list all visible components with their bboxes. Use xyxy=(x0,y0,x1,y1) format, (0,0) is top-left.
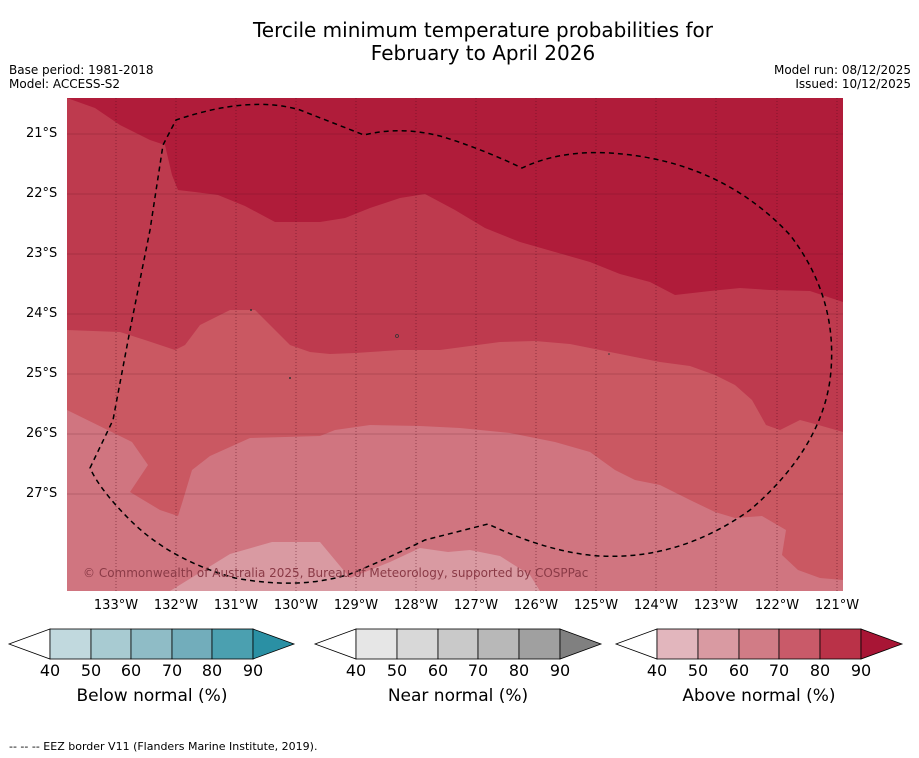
colorbar-below-tick: 90 xyxy=(242,661,264,680)
colorbar-above-tick: 80 xyxy=(809,661,831,680)
lat-label-27s: 27°S xyxy=(26,486,58,501)
colorbar-below-tick: 50 xyxy=(80,661,102,680)
lon-label-127w: 127°W xyxy=(453,598,499,613)
probability-contours xyxy=(67,98,843,591)
colorbar-above-tick: 70 xyxy=(768,661,790,680)
lon-label-129w: 129°W xyxy=(333,598,379,613)
lon-label-123w: 123°W xyxy=(693,598,739,613)
lon-label-122w: 122°W xyxy=(754,598,800,613)
colorbar-below-tick: 80 xyxy=(201,661,223,680)
colorbar-above-tick: 90 xyxy=(850,661,872,680)
model-name: Model: ACCESS-S2 xyxy=(9,77,121,91)
eez-border xyxy=(89,103,833,584)
meta-left: Base period: 1981-2018 Model: ACCESS-S2 xyxy=(9,63,154,91)
colorbar-below-tick: 40 xyxy=(39,661,61,680)
meta-right: Model run: 08/12/2025 Issued: 10/12/2025 xyxy=(774,63,911,91)
colorbar-below-tick: 70 xyxy=(161,661,183,680)
colorbar-near-tick: 70 xyxy=(467,661,489,680)
lon-label-126w: 126°W xyxy=(513,598,559,613)
graticule xyxy=(115,98,838,591)
model-run: Model run: 08/12/2025 xyxy=(773,63,911,77)
colorbar-below-tick: 60 xyxy=(120,661,142,680)
lon-label-133w: 133°W xyxy=(93,598,139,613)
lat-label-25s: 25°S xyxy=(26,366,58,381)
lon-label-132w: 132°W xyxy=(153,598,199,613)
lon-label-125w: 125°W xyxy=(573,598,619,613)
issued-date: Issued: 10/12/2025 xyxy=(795,77,911,91)
title-line-1: Tercile minimum temperature probabilitie… xyxy=(252,18,714,42)
colorbar-near-tick: 50 xyxy=(386,661,408,680)
colorbar-above-tick: 60 xyxy=(728,661,750,680)
eez-footnote: -- -- -- EEZ border V11 (Flanders Marine… xyxy=(9,740,318,753)
map-title: Tercile minimum temperature probabilitie… xyxy=(0,19,919,65)
lat-label-21s: 21°S xyxy=(26,126,58,141)
colorbar-near-tick: 80 xyxy=(508,661,530,680)
land-specks xyxy=(250,309,610,379)
title-line-2: February to April 2026 xyxy=(370,41,596,65)
lon-label-121w: 121°W xyxy=(814,598,860,613)
zone-above-90 xyxy=(67,98,843,302)
colorbar-near-title: Near normal (%) xyxy=(387,686,529,706)
colorbar-above-tick: 40 xyxy=(646,661,668,680)
colorbar-near-tick: 60 xyxy=(427,661,449,680)
lat-label-23s: 23°S xyxy=(26,246,58,261)
copyright-notice: © Commonwealth of Australia 2025, Bureau… xyxy=(83,566,589,580)
parallels xyxy=(67,133,843,495)
lon-label-124w: 124°W xyxy=(633,598,679,613)
base-period: Base period: 1981-2018 xyxy=(9,63,154,77)
lon-label-131w: 131°W xyxy=(213,598,259,613)
colorbar-near-tick: 90 xyxy=(549,661,571,680)
colorbar-below-title: Below normal (%) xyxy=(76,686,228,706)
lon-label-128w: 128°W xyxy=(393,598,439,613)
lat-label-22s: 22°S xyxy=(26,186,58,201)
lat-label-26s: 26°S xyxy=(26,426,58,441)
lat-label-24s: 24°S xyxy=(26,306,58,321)
lon-label-130w: 130°W xyxy=(273,598,319,613)
colorbar-above-title: Above normal (%) xyxy=(682,686,836,706)
colorbar-above-tick: 50 xyxy=(687,661,709,680)
colorbar-near-tick: 40 xyxy=(345,661,367,680)
